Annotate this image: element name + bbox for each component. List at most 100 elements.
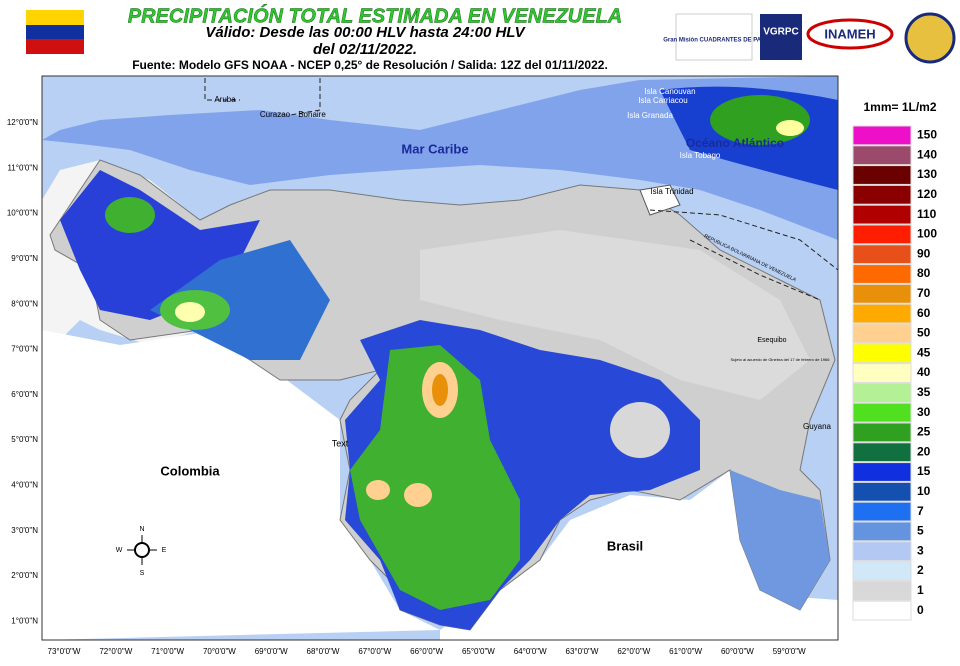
place-label: Océano Atlántico <box>686 136 784 150</box>
logo-box <box>675 13 753 61</box>
legend-label: 45 <box>917 345 931 359</box>
legend-label: 20 <box>917 444 931 458</box>
compass-label: W <box>116 547 123 554</box>
legend-swatch <box>852 145 912 166</box>
boundary-line <box>204 78 821 301</box>
place-label: Colombia <box>160 463 220 478</box>
lon-label: 65°0'0"W <box>462 647 495 656</box>
lon-label: 69°0'0"W <box>255 647 288 656</box>
legend-label: 120 <box>917 187 937 201</box>
compass <box>127 535 157 565</box>
rain-area <box>432 374 448 406</box>
legend-label: 80 <box>917 266 931 280</box>
place-note: Sujeto al acuerdo de Ginebra del 17 de f… <box>731 357 831 362</box>
legend-label: 70 <box>917 286 931 300</box>
lat-label: 5°0'0"N <box>11 435 38 444</box>
place-label: Brasil <box>607 538 643 553</box>
lat-label: 6°0'0"N <box>11 390 38 399</box>
logo-box <box>760 14 802 60</box>
legend-swatch <box>852 343 912 364</box>
legend-label: 150 <box>917 128 937 142</box>
lon-label: 63°0'0"W <box>566 647 599 656</box>
legend-label: 0 <box>917 603 924 617</box>
compass-label: N <box>139 526 144 533</box>
legend-swatch <box>852 561 912 581</box>
legend-swatch <box>852 541 912 562</box>
place-label: Isla Carriacou <box>638 96 687 105</box>
place-label: Isla Trinidad <box>650 187 693 196</box>
lon-label: 73°0'0"W <box>48 647 81 656</box>
place-label: Isla Granada <box>627 111 673 120</box>
rain-area <box>350 345 520 610</box>
legend-label: 110 <box>917 207 937 221</box>
legend-label: 25 <box>917 425 931 439</box>
legend-swatch <box>852 580 912 601</box>
place-label: Esequibo <box>757 337 786 344</box>
rain-area <box>105 197 155 233</box>
legend-swatch <box>852 264 912 284</box>
legend-swatch <box>852 204 912 225</box>
legend-swatch <box>852 422 912 443</box>
legend-label: 140 <box>917 147 937 161</box>
logo-text: Gran Misión CUADRANTES DE PAZ <box>663 38 765 44</box>
lon-label: 71°0'0"W <box>151 647 184 656</box>
lon-label: 61°0'0"W <box>669 647 702 656</box>
logo-text: VGRPC <box>763 27 799 38</box>
flag-logo <box>26 39 84 54</box>
logo-box <box>806 18 894 50</box>
rain-area <box>175 302 205 322</box>
lon-label: 59°0'0"W <box>773 647 806 656</box>
lat-label: 4°0'0"N <box>11 481 38 490</box>
legend-label: 7 <box>917 504 924 518</box>
lat-label: 10°0'0"N <box>7 209 38 218</box>
rain-area <box>404 483 432 507</box>
legend-swatch <box>852 382 912 403</box>
compass-label: S <box>140 570 145 577</box>
place-label: Isla Tobago <box>680 151 721 160</box>
lat-label: 9°0'0"N <box>11 254 38 263</box>
lon-label: 60°0'0"W <box>721 647 754 656</box>
map-frame <box>41 75 839 641</box>
legend-label: 50 <box>917 326 931 340</box>
lat-label: 2°0'0"N <box>11 571 38 580</box>
legend-swatch <box>852 323 912 344</box>
legend-label: 60 <box>917 306 931 320</box>
legend-swatch <box>852 501 912 522</box>
lon-label: 68°0'0"W <box>307 647 340 656</box>
legend-label: 10 <box>917 484 931 498</box>
lat-label: 7°0'0"N <box>11 345 38 354</box>
legend-swatch <box>852 283 912 304</box>
trinidad <box>639 184 681 216</box>
rain-area <box>730 470 830 610</box>
lat-label: 3°0'0"N <box>11 526 38 535</box>
logo-text: INAMEH <box>824 26 875 41</box>
place-label: Isla Canouvan <box>644 87 695 96</box>
dry-area <box>420 230 810 400</box>
rain-area <box>610 402 670 458</box>
lon-label: 62°0'0"W <box>617 647 650 656</box>
legend-label: 130 <box>917 167 937 181</box>
legend-label: 1 <box>917 583 924 597</box>
legend-swatch <box>852 600 912 621</box>
compass-label: E <box>162 547 167 554</box>
legend-swatch <box>852 462 912 482</box>
legend-swatch <box>852 402 912 423</box>
legend-swatch <box>852 442 912 463</box>
title: PRECIPITACIÓN TOTAL ESTIMADA EN VENEZUEL… <box>128 3 622 27</box>
legend-label: 2 <box>917 563 924 577</box>
legend-swatch <box>852 481 912 502</box>
place-label: Aruba <box>214 95 236 104</box>
place-label: Curazao <box>260 110 291 119</box>
place-label: Bonaire <box>298 110 326 119</box>
legend-label: 15 <box>917 464 931 478</box>
lon-label: 67°0'0"W <box>358 647 391 656</box>
flag-logo <box>26 25 84 39</box>
place-label: Text <box>332 438 349 448</box>
legend-swatch <box>852 224 912 245</box>
legend-swatch <box>852 244 912 265</box>
lat-label: 12°0'0"N <box>7 118 38 127</box>
legend-label: 3 <box>917 543 924 557</box>
legend-swatch <box>852 303 912 324</box>
